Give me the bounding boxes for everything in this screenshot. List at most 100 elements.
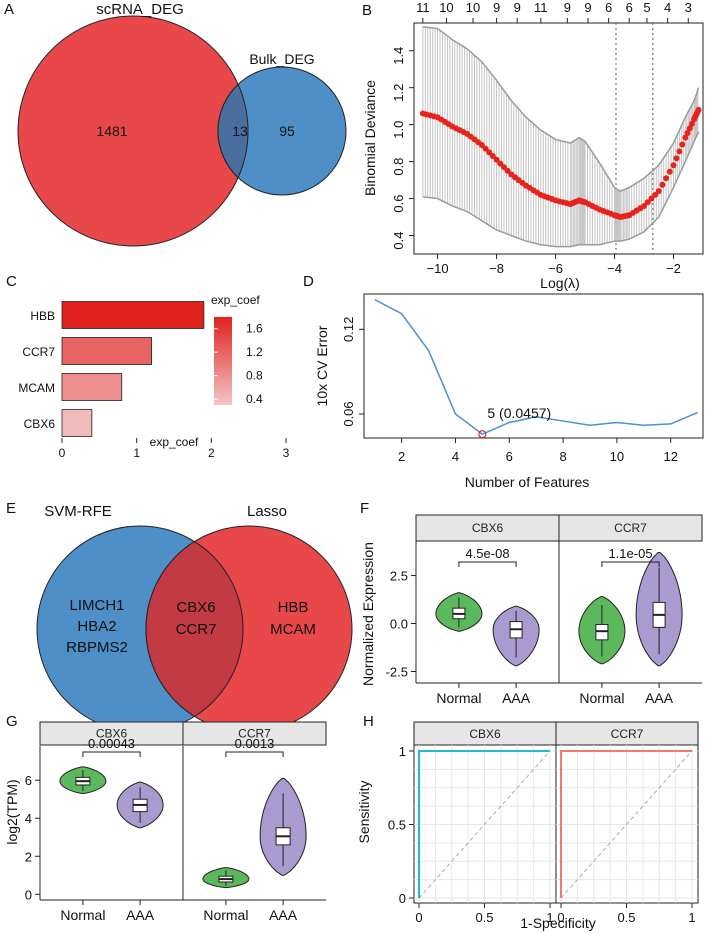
panel-d-frame <box>363 293 704 439</box>
h-ytick-label: 1 <box>399 744 406 759</box>
b-ytick-label: 0.4 <box>391 232 406 250</box>
f-facet-strip <box>558 514 703 542</box>
d-min-annotation: 5 (0.0457) <box>487 405 551 421</box>
b-xtick-label: −2 <box>666 261 681 276</box>
d-min-point <box>478 430 487 439</box>
g-ytick-label: 0 <box>25 887 32 902</box>
panel-c-plot: HBB CCR7 MCAM CBX6 0 1 2 3 1.6 1.2 0.8 0.4 <box>18 301 290 460</box>
b-deviance-point <box>497 160 504 167</box>
b-top-tick-label: 11 <box>416 0 430 15</box>
g-group-label: Normal <box>60 907 105 923</box>
panel-h: H 0 0.5 1 CBX6 0 0.5 1 CCR7 0 0.5 1 Sensitivity 1-… <box>356 713 699 931</box>
b-deviance-point <box>489 153 496 160</box>
c-bar <box>61 301 205 329</box>
panel-b-letter: B <box>362 2 372 19</box>
c-category-label: HBB <box>30 309 55 323</box>
f-facet-label: CBX6 <box>472 521 504 535</box>
h-roc-curve <box>560 750 692 898</box>
panel-f-ylabel: Normalized Expression <box>360 542 376 686</box>
c-legend-tick-label: 0.4 <box>246 392 263 406</box>
b-deviance-point <box>695 106 702 113</box>
f-sig-bracket <box>601 561 660 567</box>
h-xtick-label: 0 <box>415 910 422 925</box>
d-xtick-label: 12 <box>663 449 677 464</box>
b-deviance-point <box>663 175 670 182</box>
b-top-tick-label: 3 <box>685 0 692 15</box>
b-deviance-point <box>688 120 695 127</box>
h-ytick-label: 0 <box>399 891 406 906</box>
c-xtick-label: 3 <box>283 446 290 460</box>
f-ytick-label: -2.5 <box>386 664 408 679</box>
venn-a-set2-count: 95 <box>279 123 295 139</box>
panel-d: D 2 4 6 8 10 12 0.06 0.12 5 (0.0457) 10x CV Erro… <box>303 273 704 490</box>
b-top-tick-label: 5 <box>643 0 650 15</box>
g-ytick-label: 6 <box>25 773 32 788</box>
b-deviance-point <box>659 181 666 188</box>
b-deviance-point <box>676 148 683 155</box>
b-ytick-label: 0.8 <box>391 158 406 176</box>
b-deviance-point <box>652 191 659 198</box>
g-ytick-label: 4 <box>25 811 32 826</box>
panel-g-letter: G <box>6 713 18 730</box>
c-bar <box>61 337 152 365</box>
b-top-tick-label: 4 <box>664 0 671 15</box>
b-top-tick-label: 11 <box>534 0 548 15</box>
h-xtick-label: 0 <box>557 910 564 925</box>
c-category-label: CBX6 <box>24 417 56 431</box>
b-ytick-label: 0.6 <box>391 195 406 213</box>
g-sig-bracket <box>225 751 284 757</box>
venn-e-svm-gene-1: LIMCH1 <box>69 597 124 614</box>
c-legend-colorbar <box>214 317 232 405</box>
d-ytick-label: 0.06 <box>341 401 356 426</box>
b-xtick-label: −8 <box>489 261 504 276</box>
g-group-label: Normal <box>203 907 248 923</box>
b-top-tick-label: 6 <box>605 0 612 15</box>
panel-d-xlabel: Number of Features <box>465 474 590 490</box>
h-diagonal <box>560 750 693 899</box>
c-xtick-label: 0 <box>59 446 66 460</box>
panel-c-xlabel: exp_coef <box>150 435 199 449</box>
f-facet-label: CCR7 <box>614 521 647 535</box>
f-facet-strip <box>415 514 560 542</box>
b-upper-bound-line <box>422 25 700 193</box>
c-bar <box>61 373 123 401</box>
panel-f: F -2.5 0.0 2.5 CBX6 Normal AAA 4.5e-08 CCR7 Norm… <box>360 500 703 706</box>
g-sig-bracket <box>82 751 141 757</box>
f-group-label: AAA <box>502 690 531 706</box>
panel-c: C HBB CCR7 MCAM CBX6 0 1 2 3 1.6 1.2 0.8 0.4 exp_co… <box>6 273 290 460</box>
c-bar <box>61 409 93 437</box>
c-category-label: MCAM <box>18 381 55 395</box>
b-deviance-point <box>670 162 677 169</box>
venn-e-lasso-gene-2: MCAM <box>270 621 316 638</box>
venn-a-circle-scrna <box>17 15 249 247</box>
panel-b-plot: −10 −8 −6 −4 −20.40.60.81.01.21.411 10 10 9 9 11 9… <box>391 0 702 276</box>
h-xtick-label: 0.5 <box>475 910 493 925</box>
panel-d-letter: D <box>303 273 314 290</box>
venn-e-set2-label: Lasso <box>247 503 287 520</box>
panel-g-ylabel: log2(TPM) <box>4 779 20 844</box>
venn-e-overlap-gene-2: CCR7 <box>176 621 217 638</box>
venn-a-overlap <box>217 83 249 179</box>
venn-a-set1-label: scRNA_DEG <box>96 1 184 18</box>
b-deviance-point <box>655 188 662 195</box>
g-group-label: AAA <box>126 907 155 923</box>
b-xtick-label: −4 <box>607 261 622 276</box>
panel-f-plot: -2.5 0.0 2.5 CBX6 Normal AAA 4.5e-08 CCR7 Normal… <box>386 514 703 706</box>
f-group-label: AAA <box>645 690 674 706</box>
panel-b-frame <box>413 22 704 255</box>
panel-h-xlabel: 1-Specificity <box>520 915 595 931</box>
panel-f-letter: F <box>360 500 369 517</box>
b-top-tick-label: 10 <box>439 0 453 15</box>
f-pvalue: 1.1e-05 <box>608 546 652 561</box>
b-deviance-point <box>493 156 500 163</box>
c-legend-tick-label: 1.6 <box>246 322 263 336</box>
c-category-label: CCR7 <box>22 345 55 359</box>
b-top-tick-label: 10 <box>466 0 480 15</box>
b-top-tick-label: 6 <box>626 0 633 15</box>
venn-a-set2-label: Bulk_DEG <box>249 51 314 67</box>
venn-e-set1-label: SVM-RFE <box>44 503 112 520</box>
h-xtick-label: 1 <box>688 910 695 925</box>
